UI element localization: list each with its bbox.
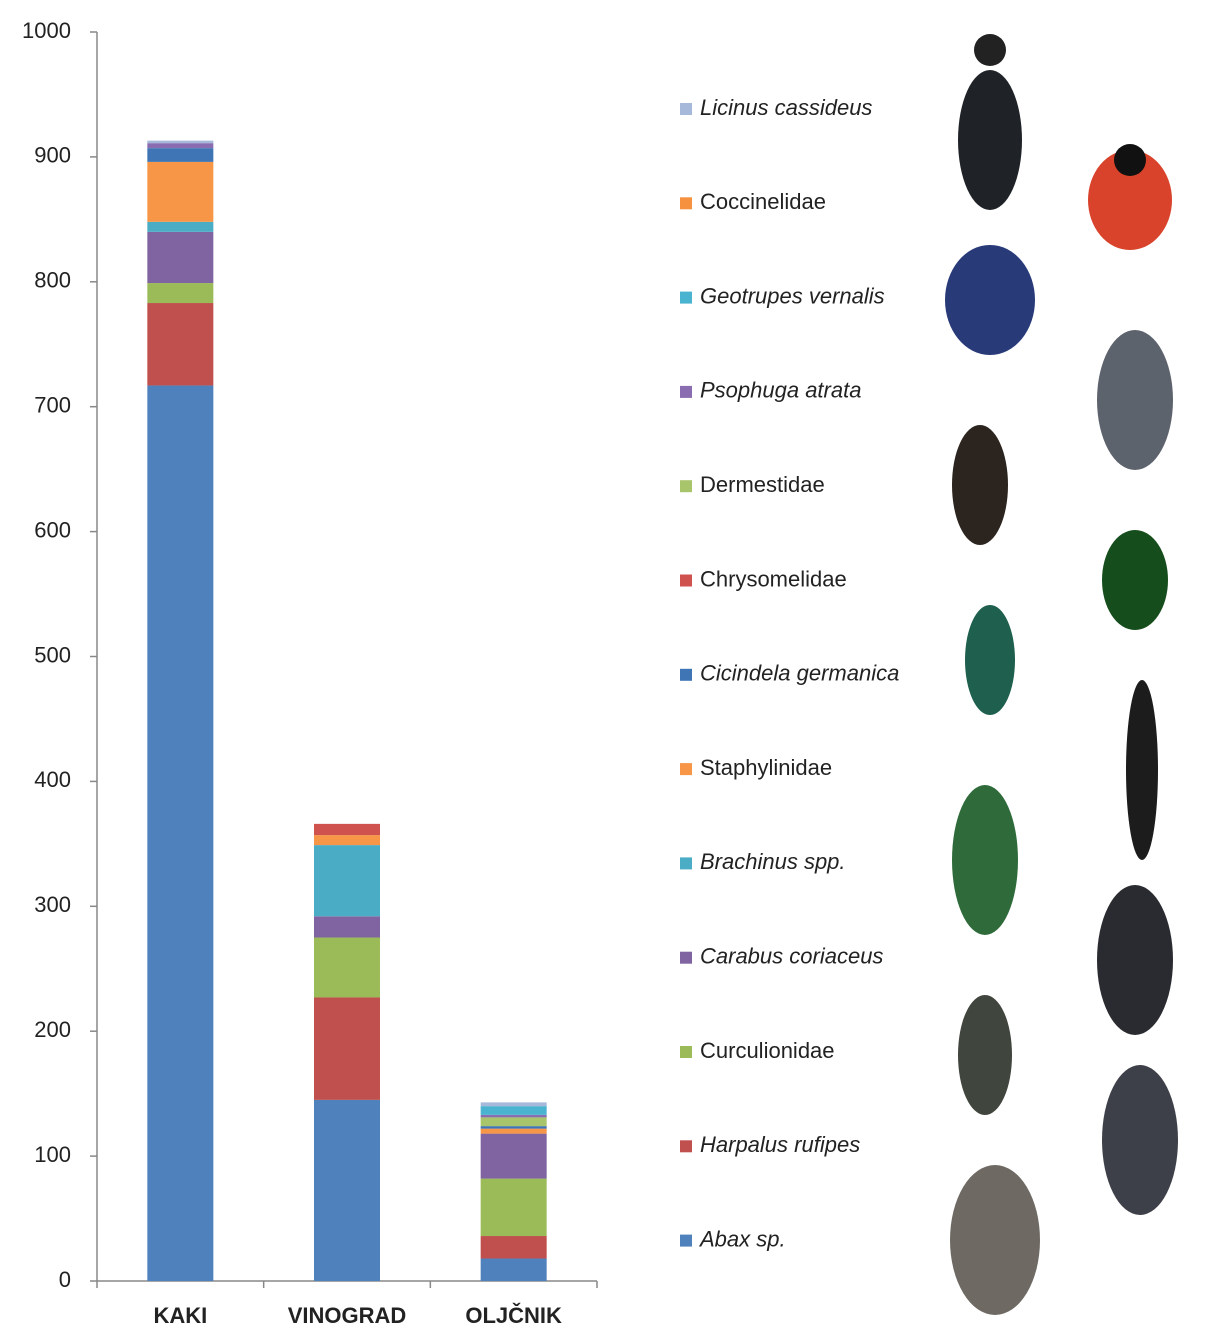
legend-swatch — [680, 763, 692, 775]
bar-segment — [147, 148, 213, 162]
bar-segment — [481, 1259, 547, 1281]
y-tick-label: 100 — [34, 1142, 71, 1167]
legend-label: Curculionidae — [700, 1038, 835, 1063]
beetle — [1114, 144, 1146, 176]
y-tick-label: 800 — [34, 268, 71, 293]
legend-label: Geotrupes vernalis — [700, 283, 885, 308]
bar-segment — [314, 835, 380, 845]
beetle — [1097, 330, 1173, 470]
legend-swatch — [680, 1235, 692, 1247]
legend-label: Chrysomelidae — [700, 566, 847, 591]
bar-segment — [147, 303, 213, 385]
bar-segment — [314, 824, 380, 835]
bar-segment — [481, 1115, 547, 1117]
bar-segment — [481, 1126, 547, 1128]
y-tick-label: 600 — [34, 517, 71, 542]
bar-segment — [314, 916, 380, 937]
bar-segment — [481, 1106, 547, 1115]
beetle — [1126, 680, 1158, 860]
legend-swatch — [680, 386, 692, 398]
page: 0 100 200 300 400 500 600 700 800 900 1000 KAKI VINO… — [0, 0, 1209, 1327]
bar-segment — [147, 141, 213, 143]
beetle — [945, 245, 1035, 355]
x-tick-label: KAKI — [153, 1303, 207, 1327]
bar-segment — [481, 1134, 547, 1179]
beetle — [950, 1165, 1040, 1315]
beetle — [952, 425, 1008, 545]
bar-segment — [314, 997, 380, 1099]
bar-segment — [481, 1236, 547, 1258]
legend-label: Dermestidae — [700, 472, 825, 497]
bar-segment — [481, 1129, 547, 1134]
legend-swatch — [680, 480, 692, 492]
bar-segment — [147, 143, 213, 148]
beetle — [1102, 1065, 1178, 1215]
legend-swatch — [680, 857, 692, 869]
bar-segment — [481, 1117, 547, 1126]
bar-segment — [481, 1179, 547, 1236]
y-tick-label: 1000 — [22, 18, 71, 43]
beetle — [974, 34, 1006, 66]
beetle — [958, 70, 1022, 210]
legend-label: Carabus coriaceus — [700, 944, 883, 969]
y-tick-label: 500 — [34, 642, 71, 667]
bar-segment — [147, 283, 213, 303]
legend-label: Brachinus spp. — [700, 849, 846, 874]
legend-label: Psophuga atrata — [700, 378, 861, 403]
y-tick-label: 300 — [34, 892, 71, 917]
legend-swatch — [680, 292, 692, 304]
y-tick-label: 700 — [34, 393, 71, 418]
bar-segment — [147, 162, 213, 222]
bar-segment — [314, 938, 380, 998]
y-tick-label: 900 — [34, 143, 71, 168]
legend-swatch — [680, 197, 692, 209]
y-tick-label: 0 — [59, 1267, 71, 1292]
beetle — [1102, 530, 1168, 630]
bar-segment — [314, 845, 380, 916]
y-tick-label: 400 — [34, 767, 71, 792]
legend-label: Licinus cassideus — [700, 95, 872, 120]
beetle — [1097, 885, 1173, 1035]
legend-swatch — [680, 1046, 692, 1058]
x-tick-label: VINOGRAD — [288, 1303, 407, 1327]
y-tick-label: 200 — [34, 1017, 71, 1042]
x-tick-label: OLJČNIK — [465, 1303, 562, 1327]
beetle — [958, 995, 1012, 1115]
legend-label: Cicindela germanica — [700, 661, 899, 686]
bar-segment — [481, 1102, 547, 1106]
beetle — [952, 785, 1018, 935]
legend-swatch — [680, 952, 692, 964]
bar-segment — [147, 232, 213, 283]
bar-segment — [314, 1100, 380, 1281]
chart: 0 100 200 300 400 500 600 700 800 900 1000 KAKI VINO… — [0, 0, 1209, 1327]
legend-label: Harpalus rufipes — [700, 1132, 860, 1157]
legend-swatch — [680, 103, 692, 115]
legend-swatch — [680, 575, 692, 587]
legend-swatch — [680, 669, 692, 681]
legend-label: Abax sp. — [698, 1226, 786, 1251]
beetle-pictures — [945, 34, 1178, 1315]
bar-segment — [147, 222, 213, 232]
beetle — [965, 605, 1015, 715]
bar-segment — [147, 385, 213, 1281]
legend-swatch — [680, 1140, 692, 1152]
legend-label: Staphylinidae — [700, 755, 832, 780]
legend-label: Coccinelidae — [700, 189, 826, 214]
